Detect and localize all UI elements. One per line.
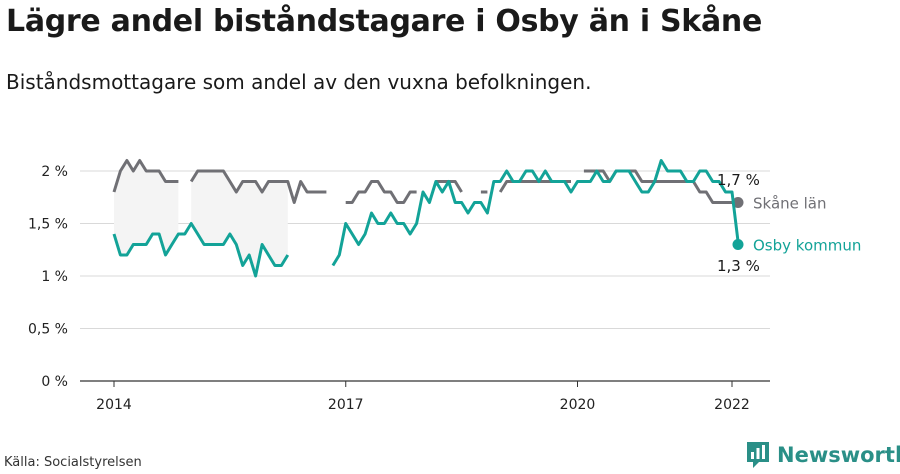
gap-area: [191, 171, 288, 276]
x-tick-label: 2022: [714, 397, 750, 413]
brand-logo[interactable]: Newsworthy: [745, 440, 900, 470]
x-tick-label: 2020: [560, 397, 596, 413]
series-label-osby: Osby kommun: [753, 237, 861, 255]
chart-subtitle: Biståndsmottagare som andel av den vuxna…: [6, 70, 592, 94]
gap-area: [114, 160, 179, 255]
end-value-skane: 1,7 %: [717, 171, 760, 189]
x-tick-label: 2014: [96, 397, 132, 413]
y-tick-label: 0 %: [41, 374, 68, 390]
osby-line: [112, 159, 740, 278]
y-tick-label: 0,5 %: [28, 322, 68, 338]
source-note: Källa: Socialstyrelsen: [4, 455, 142, 470]
series-label-skane: Skåne län: [753, 195, 827, 213]
end-value-osby: 1,3 %: [717, 257, 760, 275]
osby-line-end-point: [732, 239, 744, 250]
y-tick-label: 2 %: [41, 164, 68, 180]
y-tick-label: 1 %: [41, 269, 68, 285]
chart-title: Lägre andel biståndstagare i Osby än i S…: [6, 4, 762, 39]
newsworthy-logo-icon: [747, 442, 769, 468]
x-tick-label: 2017: [328, 397, 364, 413]
skane-line-end-point: [732, 197, 744, 208]
brand-name: Newsworthy: [777, 443, 900, 467]
y-tick-label: 1,5 %: [28, 217, 68, 233]
